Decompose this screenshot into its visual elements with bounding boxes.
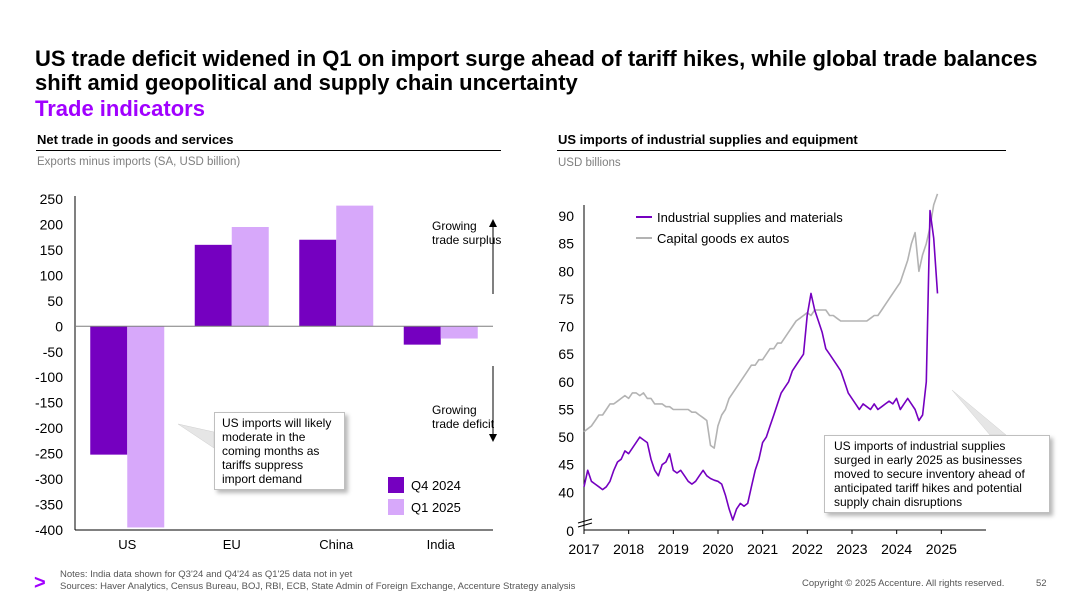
page-number: 52 bbox=[1036, 578, 1047, 589]
right-callout-pointer bbox=[951, 389, 1007, 436]
line-y-tick-label: 65 bbox=[558, 346, 574, 362]
bar-legend-label: Q4 2024 bbox=[411, 478, 461, 493]
copyright: Copyright © 2025 Accenture. All rights r… bbox=[802, 578, 1005, 589]
bar-y-tick-label: 250 bbox=[40, 191, 64, 207]
line-y-tick-label: 75 bbox=[558, 291, 574, 307]
bar-eu-q4-2024 bbox=[194, 244, 232, 327]
line-x-tick-label: 2022 bbox=[792, 541, 823, 557]
bar-y-tick-label: -50 bbox=[43, 344, 63, 360]
bar-category-label: EU bbox=[223, 537, 241, 552]
bar-legend-label: Q1 2025 bbox=[411, 500, 461, 515]
bar-y-tick-label: -400 bbox=[35, 522, 63, 538]
line-legend-label: Capital goods ex autos bbox=[657, 231, 790, 246]
capital-goods-line bbox=[583, 193, 939, 449]
accenture-logo: > bbox=[34, 572, 46, 594]
line-x-tick-label: 2021 bbox=[747, 541, 778, 557]
bar-india-q4-2024 bbox=[403, 326, 441, 345]
bar-category-label: India bbox=[427, 537, 456, 552]
bar-china-q4-2024 bbox=[299, 239, 337, 327]
line-x-tick-label: 2020 bbox=[702, 541, 733, 557]
bar-category-label: US bbox=[118, 537, 136, 552]
bar-india-q1-2025 bbox=[440, 326, 478, 339]
bar-y-tick-label: -100 bbox=[35, 369, 63, 385]
bar-us-q1-2025 bbox=[127, 326, 165, 528]
line-y-zero-label: 0 bbox=[566, 523, 574, 539]
line-y-tick-label: 60 bbox=[558, 374, 574, 390]
line-x-tick-label: 2023 bbox=[836, 541, 867, 557]
left-panel-subtitle: Exports minus imports (SA, USD billion) bbox=[37, 156, 241, 168]
sources-line: Sources: Haver Analytics, Census Bureau,… bbox=[60, 581, 576, 592]
line-y-tick-label: 85 bbox=[558, 236, 574, 252]
bar-legend-swatch bbox=[388, 499, 404, 515]
bar-y-tick-label: -250 bbox=[35, 446, 63, 462]
line-legend-label: Industrial supplies and materials bbox=[657, 210, 843, 225]
notes-line: Notes: India data shown for Q3'24 and Q4… bbox=[60, 569, 353, 580]
surplus-annotation: Growing trade surplus bbox=[432, 219, 502, 247]
bar-y-tick-label: -300 bbox=[35, 471, 63, 487]
line-y-tick-label: 55 bbox=[558, 401, 574, 417]
bar-eu-q1-2025 bbox=[231, 227, 269, 327]
line-x-tick-label: 2018 bbox=[613, 541, 644, 557]
line-x-tick-label: 2025 bbox=[926, 541, 957, 557]
bar-y-tick-label: 0 bbox=[55, 318, 63, 334]
line-y-tick-label: 45 bbox=[558, 457, 574, 473]
bar-legend-swatch bbox=[388, 477, 404, 493]
footer-notes: Notes: India data shown for Q3'24 and Q4… bbox=[60, 569, 575, 593]
bar-y-tick-label: 150 bbox=[40, 242, 64, 258]
line-x-tick-label: 2017 bbox=[568, 541, 599, 557]
left-callout: US imports will likely moderate in the c… bbox=[214, 412, 345, 490]
line-y-tick-label: 80 bbox=[558, 263, 574, 279]
line-y-tick-label: 50 bbox=[558, 429, 574, 445]
line-y-tick-label: 70 bbox=[558, 319, 574, 335]
left-panel-title: Net trade in goods and services bbox=[37, 132, 234, 147]
bar-y-tick-label: -150 bbox=[35, 395, 63, 411]
bar-china-q1-2025 bbox=[336, 205, 374, 327]
right-callout: US imports of industrial supplies surged… bbox=[824, 435, 1050, 513]
line-y-tick-label: 40 bbox=[558, 484, 574, 500]
bar-y-tick-label: -350 bbox=[35, 497, 63, 513]
right-panel-rule bbox=[557, 150, 1006, 151]
industrial-supplies-line bbox=[583, 209, 939, 521]
bar-y-tick-label: 100 bbox=[40, 267, 64, 283]
line-y-tick-label: 90 bbox=[558, 208, 574, 224]
left-panel-rule bbox=[36, 150, 501, 151]
surplus-arrowhead bbox=[489, 219, 497, 227]
deficit-arrowhead bbox=[489, 434, 497, 442]
right-panel-subtitle: USD billions bbox=[558, 157, 621, 169]
bar-y-tick-label: 50 bbox=[47, 293, 63, 309]
line-x-tick-label: 2024 bbox=[881, 541, 912, 557]
axis-break-mark bbox=[577, 518, 593, 528]
page-title: US trade deficit widened in Q1 on import… bbox=[35, 46, 1038, 95]
deficit-annotation: Growing trade deficit bbox=[432, 403, 495, 431]
line-x-tick-label: 2019 bbox=[658, 541, 689, 557]
bar-us-q4-2024 bbox=[90, 326, 128, 455]
right-panel-title: US imports of industrial supplies and eq… bbox=[558, 132, 858, 147]
bar-y-tick-label: 200 bbox=[40, 216, 64, 232]
bar-y-tick-label: -200 bbox=[35, 420, 63, 436]
bar-category-label: China bbox=[319, 537, 354, 552]
page-subtitle: Trade indicators bbox=[35, 96, 205, 121]
net-trade-bar-chart: 250 200 150 100 50 0 -50 -100 -150 -200 -250 -300 -3… bbox=[35, 191, 497, 552]
